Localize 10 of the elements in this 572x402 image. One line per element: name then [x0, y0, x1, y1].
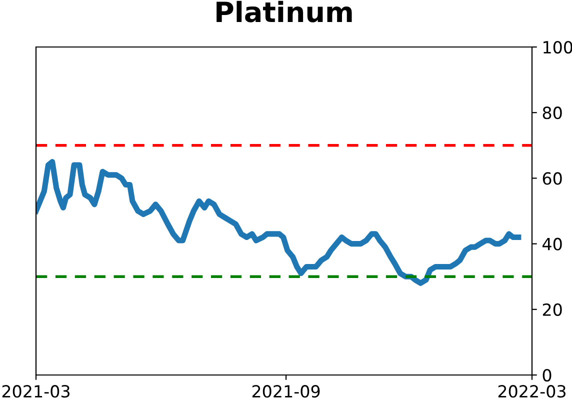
y-tick-label: 100 — [544, 40, 572, 54]
y-tick-label: 80 — [542, 106, 562, 120]
x-tick-label: 2021-03 — [2, 385, 70, 398]
y-tick-label: 20 — [542, 303, 562, 316]
y-tick-label: 0 — [542, 368, 552, 382]
y-tick-label: 40 — [542, 238, 562, 250]
chart-title: Platinum — [216, 0, 352, 22]
y-tick-label: 60 — [542, 172, 562, 185]
x-tick-label: 2021-09 — [252, 385, 320, 398]
x-tick-label: 2022-03 — [498, 385, 566, 398]
